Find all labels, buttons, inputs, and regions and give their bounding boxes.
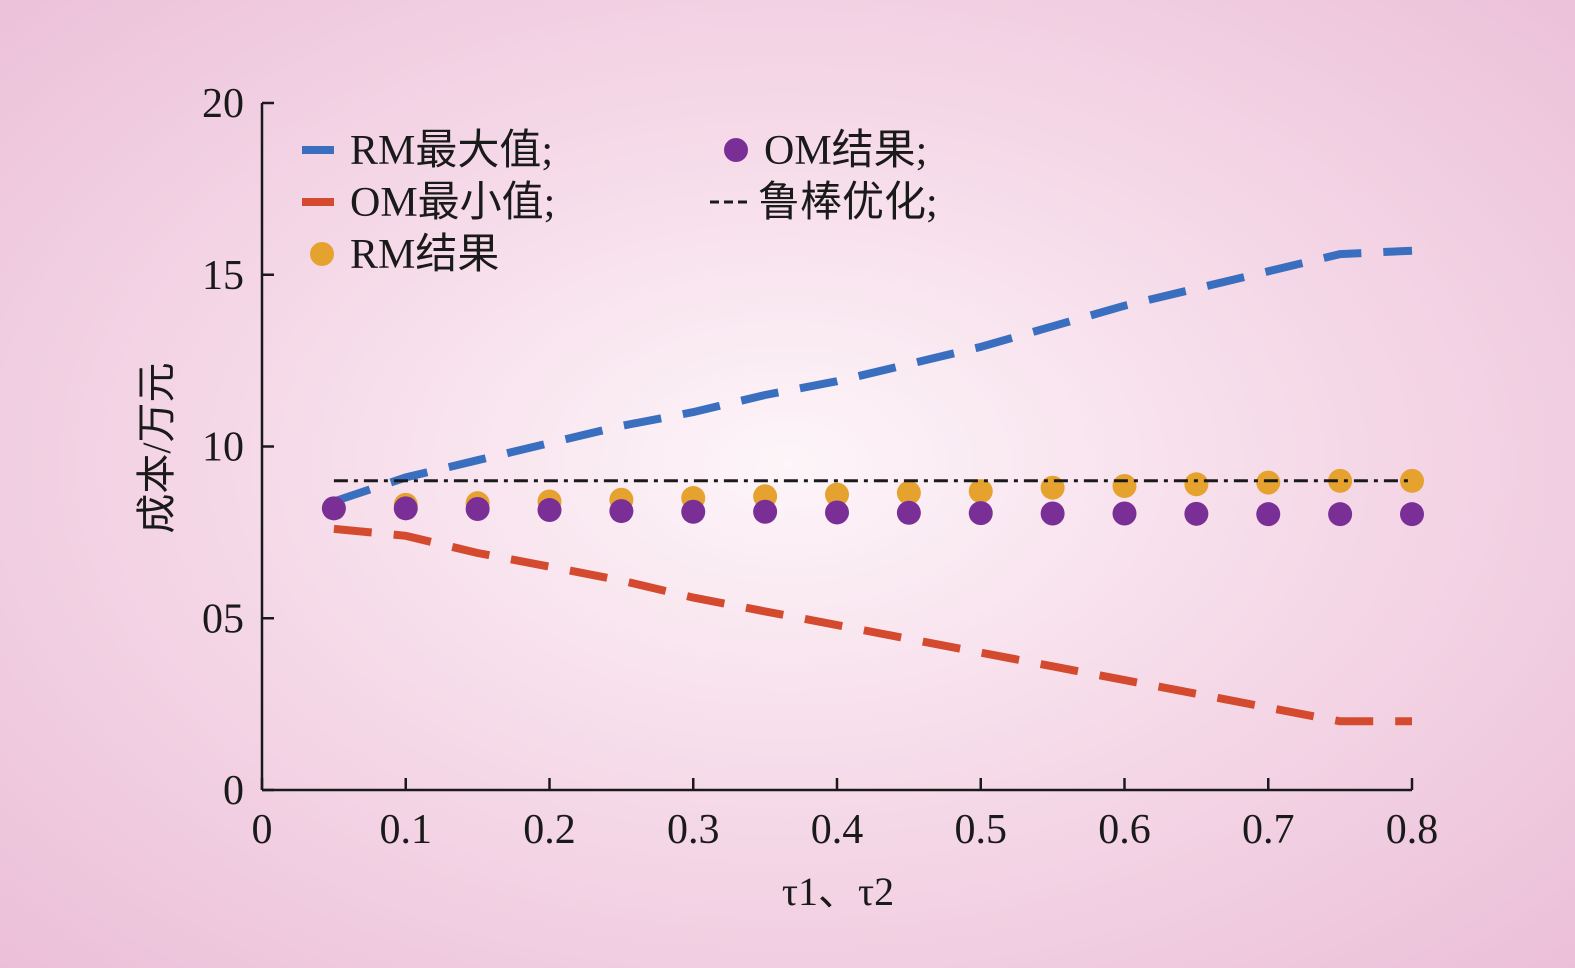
legend-label: 鲁棒优化; xyxy=(758,180,938,226)
data-point xyxy=(321,496,346,521)
plot-area xyxy=(321,246,1424,726)
data-point xyxy=(1400,502,1424,527)
legend-marker xyxy=(724,138,748,162)
legend: RM最大值; OM最小值; RM结果 OM结果; 鲁棒优化; xyxy=(302,128,938,278)
y-tick-label: 15 xyxy=(202,253,244,299)
x-tick-label: 0.1 xyxy=(380,807,433,853)
data-point xyxy=(825,500,849,525)
ticks: 0 0.1 0.2 0.3 0.4 0.5 0.6 0.7 0.8 0 05 10 15 20 xyxy=(202,81,1438,853)
x-tick-label: 0 xyxy=(252,807,273,853)
x-tick-label: 0.2 xyxy=(523,807,576,853)
x-axis-label: τ1、τ2 xyxy=(782,869,894,914)
data-point xyxy=(1328,468,1353,493)
data-point xyxy=(681,499,706,524)
data-point xyxy=(896,480,921,505)
x-tick-label: 0.8 xyxy=(1386,807,1439,853)
data-point xyxy=(1040,501,1065,526)
data-point xyxy=(825,482,849,507)
x-tick-label: 0.7 xyxy=(1242,807,1295,853)
data-point xyxy=(753,499,778,524)
y-tick-label: 05 xyxy=(202,596,244,642)
data-point xyxy=(1184,472,1209,497)
data-point xyxy=(1112,474,1137,499)
x-tick-label: 0.5 xyxy=(955,807,1008,853)
data-point xyxy=(968,501,993,526)
data-point xyxy=(1256,470,1281,495)
x-tick-label: 0.4 xyxy=(811,807,864,853)
data-point xyxy=(1256,502,1281,527)
y-tick-label: 20 xyxy=(202,81,244,127)
y-axis-label: 成本/万元 xyxy=(134,362,179,533)
y-tick-label: 0 xyxy=(223,768,244,814)
legend-label: RM结果 xyxy=(350,232,499,278)
data-point xyxy=(1112,501,1137,526)
data-point xyxy=(1400,468,1424,493)
data-point xyxy=(1184,501,1209,526)
x-tick-label: 0.3 xyxy=(667,807,720,853)
legend-label: OM最小值; xyxy=(350,180,555,226)
legend-label: OM结果; xyxy=(764,128,927,174)
series-line xyxy=(332,246,1413,506)
y-tick-label: 10 xyxy=(202,425,244,471)
data-point xyxy=(1328,502,1353,527)
legend-label: RM最大值; xyxy=(350,128,553,174)
data-point xyxy=(609,499,634,524)
data-point xyxy=(968,479,993,504)
data-point xyxy=(393,496,418,521)
legend-marker xyxy=(310,242,334,266)
series-line xyxy=(333,524,1412,726)
x-tick-label: 0.6 xyxy=(1098,807,1151,853)
data-point xyxy=(465,497,490,522)
data-point xyxy=(896,500,921,525)
data-point xyxy=(537,498,562,523)
